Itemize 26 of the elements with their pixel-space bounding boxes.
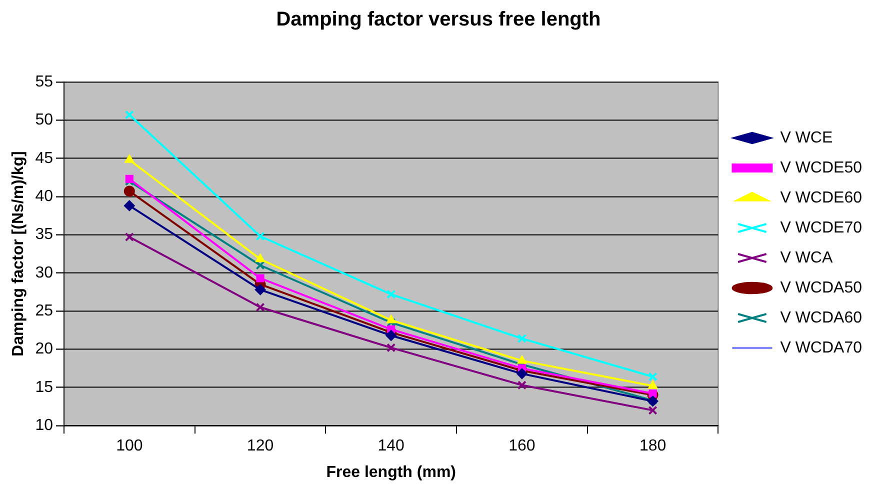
legend-label: V WCDA50 xyxy=(780,279,862,296)
y-tick-label: 50 xyxy=(35,112,54,129)
legend-label: V WCA xyxy=(780,249,833,266)
y-tick-label: 30 xyxy=(35,264,54,282)
y-axis-title: Damping factor [(Ns/m)/kg] xyxy=(10,151,28,356)
y-tick-label: 55 xyxy=(35,73,54,90)
legend-label: V WCDE50 xyxy=(780,159,862,176)
chart-title: Damping factor versus free length xyxy=(276,8,601,31)
y-tick-label: 40 xyxy=(35,188,54,205)
y-tick-label: 15 xyxy=(35,378,54,396)
x-tick-label: 140 xyxy=(378,438,405,455)
x-tick-label: 120 xyxy=(246,438,274,455)
legend-label: V WCDE60 xyxy=(780,189,862,206)
legend-label: V WCE xyxy=(780,129,833,146)
x-tick-label: 100 xyxy=(116,438,143,455)
x-axis-title: Free length (mm) xyxy=(326,464,456,481)
y-tick-label: 35 xyxy=(35,226,54,244)
y-tick-label: 20 xyxy=(35,340,54,358)
legend-label: V WCDA60 xyxy=(780,309,862,326)
x-tick-label: 180 xyxy=(639,438,666,455)
x-tick-label: 160 xyxy=(508,438,536,455)
legend-label: V WCDE70 xyxy=(780,219,862,236)
y-tick-label: 25 xyxy=(35,302,54,320)
y-tick-label: 10 xyxy=(35,417,54,434)
legend-label: V WCDA70 xyxy=(780,339,862,356)
y-tick-label: 45 xyxy=(35,150,54,167)
